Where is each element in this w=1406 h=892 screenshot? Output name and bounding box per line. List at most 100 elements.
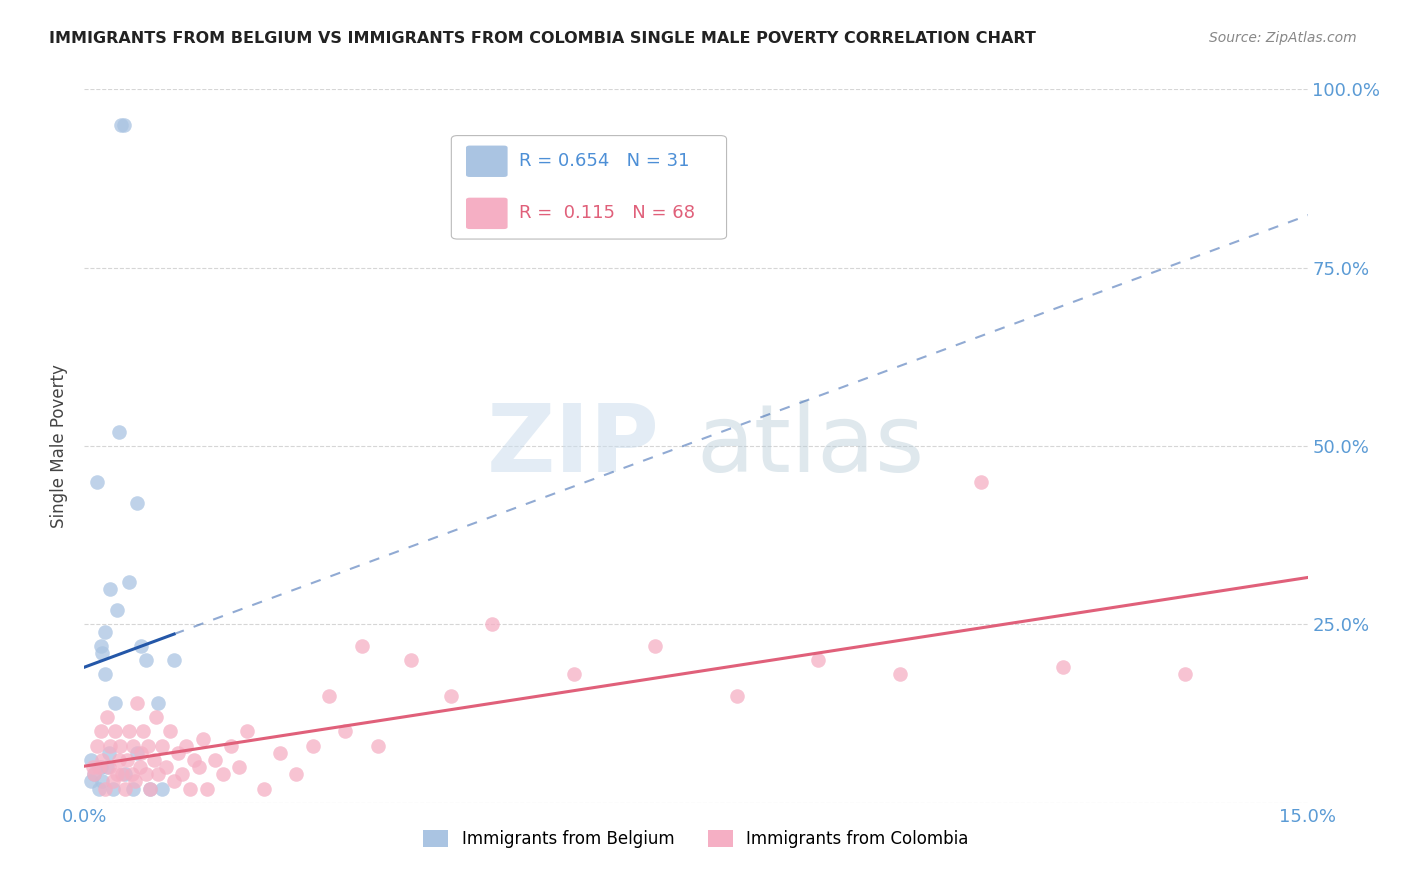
Point <box>97 746 120 760</box>
Point <box>93 667 115 681</box>
Point <box>118 574 141 589</box>
Point <box>93 781 115 796</box>
Point <box>228 760 250 774</box>
Point <box>83 767 105 781</box>
Point <box>131 639 153 653</box>
Point <box>135 767 157 781</box>
Point <box>86 739 108 753</box>
Point <box>236 724 259 739</box>
Point <box>191 731 214 746</box>
Point <box>91 774 114 789</box>
Point <box>131 746 153 760</box>
FancyBboxPatch shape <box>465 145 508 177</box>
Point <box>174 739 197 753</box>
Point <box>1052 660 1074 674</box>
Point <box>212 767 235 781</box>
Legend: Immigrants from Belgium, Immigrants from Colombia: Immigrants from Belgium, Immigrants from… <box>423 830 969 848</box>
Point <box>114 767 136 781</box>
Point <box>187 760 209 774</box>
Point <box>121 767 143 781</box>
Text: IMMIGRANTS FROM BELGIUM VS IMMIGRANTS FROM COLOMBIA SINGLE MALE POVERTY CORRELAT: IMMIGRANTS FROM BELGIUM VS IMMIGRANTS FR… <box>49 31 1036 46</box>
Point <box>83 767 105 781</box>
Point <box>82 760 104 774</box>
Point <box>163 653 186 667</box>
Point <box>179 781 201 796</box>
Point <box>111 767 134 781</box>
Point <box>155 760 177 774</box>
Point <box>86 475 108 489</box>
Point <box>135 653 157 667</box>
Point <box>1174 667 1197 681</box>
Point <box>367 739 389 753</box>
Point <box>100 739 122 753</box>
Point <box>90 639 112 653</box>
Point <box>105 767 128 781</box>
Point <box>118 724 141 739</box>
Point <box>163 774 186 789</box>
Point <box>253 781 276 796</box>
Point <box>110 739 132 753</box>
Point <box>172 767 194 781</box>
Point <box>127 496 149 510</box>
Point <box>110 118 132 132</box>
Point <box>107 425 129 439</box>
Point <box>142 753 165 767</box>
Point <box>87 781 110 796</box>
Point <box>127 746 149 760</box>
Point <box>122 781 145 796</box>
Point <box>889 667 911 681</box>
Point <box>725 689 748 703</box>
Point <box>399 653 422 667</box>
Point <box>132 724 155 739</box>
Point <box>80 753 103 767</box>
FancyBboxPatch shape <box>451 136 727 239</box>
Point <box>285 767 308 781</box>
Point <box>159 724 181 739</box>
Point <box>204 753 226 767</box>
Point <box>644 639 666 653</box>
Point <box>114 781 136 796</box>
Point <box>124 774 146 789</box>
Point <box>807 653 830 667</box>
Point <box>115 753 138 767</box>
Point <box>562 667 585 681</box>
Point <box>269 746 291 760</box>
Point <box>195 781 218 796</box>
Point <box>318 689 340 703</box>
Point <box>107 753 129 767</box>
Point <box>301 739 323 753</box>
Point <box>100 582 122 596</box>
FancyBboxPatch shape <box>465 198 508 229</box>
Point <box>80 774 103 789</box>
Point <box>183 753 205 767</box>
Y-axis label: Single Male Poverty: Single Male Poverty <box>51 364 69 528</box>
Point <box>90 724 112 739</box>
Point <box>150 781 173 796</box>
Point <box>104 696 127 710</box>
Point <box>167 746 190 760</box>
Point <box>440 689 463 703</box>
Text: atlas: atlas <box>696 400 924 492</box>
Text: R =  0.115   N = 68: R = 0.115 N = 68 <box>519 204 695 222</box>
Point <box>128 760 150 774</box>
Point <box>138 781 160 796</box>
Point <box>335 724 357 739</box>
Point <box>101 781 124 796</box>
Point <box>146 767 169 781</box>
Point <box>91 646 114 660</box>
Point <box>138 781 160 796</box>
Point <box>105 603 128 617</box>
Point <box>104 724 127 739</box>
Point <box>145 710 167 724</box>
Text: ZIP: ZIP <box>486 400 659 492</box>
Point <box>127 696 149 710</box>
Point <box>112 118 135 132</box>
Point <box>481 617 503 632</box>
Text: R = 0.654   N = 31: R = 0.654 N = 31 <box>519 153 689 170</box>
Point <box>93 624 115 639</box>
Point <box>91 753 114 767</box>
Point <box>96 710 118 724</box>
Point <box>96 760 118 774</box>
Point <box>970 475 993 489</box>
Text: Source: ZipAtlas.com: Source: ZipAtlas.com <box>1209 31 1357 45</box>
